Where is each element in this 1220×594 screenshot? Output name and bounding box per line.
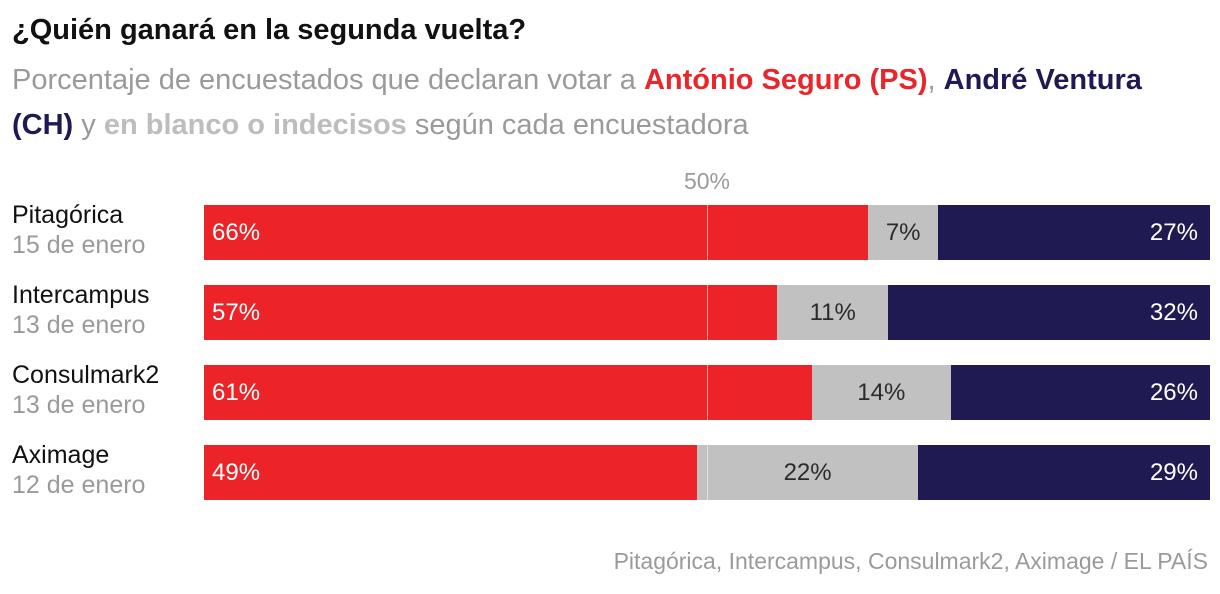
row-label-aximage: Aximage 12 de enero <box>12 440 145 500</box>
chart-subtitle: Porcentaje de encuestados que declaran v… <box>12 58 1202 148</box>
source-note: Pitagórica, Intercampus, Consulmark2, Ax… <box>613 548 1208 574</box>
data-label-blanco: 7% <box>885 218 921 246</box>
reference-line-label: 50% <box>683 168 731 194</box>
poll-date: 15 de enero <box>12 231 146 259</box>
fifty-percent-line <box>707 365 708 420</box>
data-label-blanco: 22% <box>783 458 832 486</box>
data-label-seguro: 61% <box>212 378 261 406</box>
row-label-intercampus: Intercampus 13 de enero <box>12 280 150 340</box>
bar-segment-blanco: 22% <box>696 445 919 500</box>
fifty-percent-line <box>707 205 708 260</box>
stacked-bar-intercampus: 57% 11% 32% <box>204 285 1210 340</box>
bar-segment-seguro: 57% <box>204 285 778 340</box>
data-label-ventura: 29% <box>1149 458 1198 486</box>
bar-segment-ventura: 32% <box>888 285 1210 340</box>
bar-segment-blanco: 14% <box>811 365 952 420</box>
subtitle-comma: , <box>927 64 944 96</box>
pollster-name: Pitagórica <box>12 201 124 229</box>
stacked-bar-pitagorica: 66% 7% 27% <box>204 205 1210 260</box>
stacked-bar-aximage: 49% 22% 29% <box>204 445 1210 500</box>
poll-date: 13 de enero <box>12 311 146 339</box>
row-label-pitagorica: Pitagórica 15 de enero <box>12 200 145 260</box>
pollster-name: Intercampus <box>12 281 150 309</box>
bar-segment-ventura: 29% <box>918 445 1210 500</box>
data-label-seguro: 57% <box>212 298 261 326</box>
pollster-name: Consulmark2 <box>12 361 160 389</box>
bar-segment-blanco: 7% <box>867 205 939 260</box>
bar-segment-blanco: 11% <box>777 285 889 340</box>
fifty-percent-line <box>707 445 708 500</box>
data-label-seguro: 66% <box>212 218 261 246</box>
subtitle-blanco-legend: en blanco o indecisos <box>103 109 407 141</box>
subtitle-y: y <box>73 109 104 141</box>
chart-title: ¿Quién ganará en la segunda vuelta? <box>12 14 527 46</box>
bar-segment-seguro: 61% <box>204 365 812 420</box>
bar-segment-seguro: 49% <box>204 445 697 500</box>
data-label-blanco: 14% <box>857 378 906 406</box>
subtitle-suffix: según cada encuestadora <box>406 109 749 141</box>
row-label-consulmark2: Consulmark2 13 de enero <box>12 360 159 420</box>
bar-segment-ventura: 27% <box>938 205 1210 260</box>
data-label-blanco: 11% <box>809 298 856 326</box>
subtitle-ventura-legend: André Ventura (CH) <box>12 64 1142 141</box>
bar-segment-seguro: 66% <box>204 205 868 260</box>
poll-date: 12 de enero <box>12 471 146 499</box>
subtitle-prefix: Porcentaje de encuestados que declaran v… <box>12 64 644 96</box>
data-label-ventura: 32% <box>1149 298 1198 326</box>
data-label-ventura: 27% <box>1149 218 1198 246</box>
subtitle-seguro-legend: António Seguro (PS) <box>643 64 928 96</box>
pollster-name: Aximage <box>12 441 110 469</box>
fifty-percent-line <box>707 285 708 340</box>
bar-segment-ventura: 26% <box>951 365 1210 420</box>
stacked-bar-consulmark2: 61% 14% 26% <box>204 365 1210 420</box>
data-label-seguro: 49% <box>212 458 261 486</box>
poll-date: 13 de enero <box>12 391 146 419</box>
data-label-ventura: 26% <box>1149 378 1198 406</box>
